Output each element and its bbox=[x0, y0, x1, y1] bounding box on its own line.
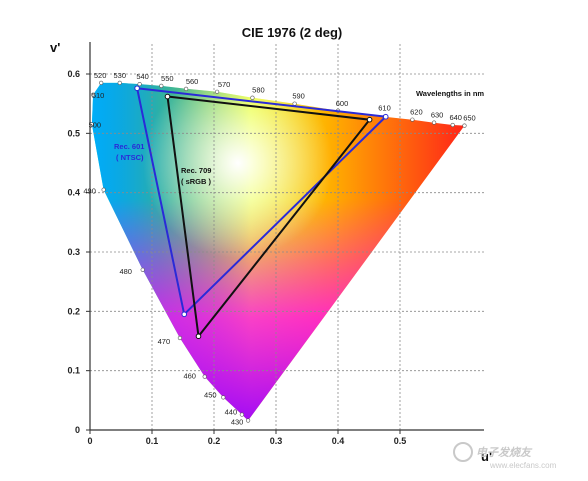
locus-point-580 bbox=[250, 95, 255, 100]
locus-point-450 bbox=[221, 395, 226, 400]
y-tick-label: 0 bbox=[75, 425, 80, 435]
gamut-fill bbox=[91, 82, 465, 421]
locus-point-520 bbox=[99, 80, 104, 85]
wavelength-label-590: 590 bbox=[292, 92, 305, 101]
locus-point-510 bbox=[90, 92, 96, 97]
rec601-label-line2: ( NTSC) bbox=[116, 153, 144, 162]
watermark-url: www.elecfans.com bbox=[489, 461, 557, 470]
locus-point-430 bbox=[246, 418, 251, 423]
primary-point bbox=[382, 113, 389, 120]
locus-point-560 bbox=[184, 86, 189, 91]
x-tick-label: 0 bbox=[87, 436, 92, 446]
locus-point-570 bbox=[215, 89, 220, 94]
wavelength-label-490: 490 bbox=[83, 187, 96, 196]
wavelength-label-600: 600 bbox=[336, 99, 349, 108]
axes: 0 0.1 0.2 0.3 0.4 0.5 0 0.1 0.2 0.3 0.4 0.5 0.6 bbox=[67, 42, 484, 446]
wavelengths-annotation: Wavelengths in nm bbox=[416, 89, 484, 98]
x-tick-label: 0.2 bbox=[208, 436, 221, 446]
locus-point-530 bbox=[117, 80, 122, 85]
x-tick-label: 0.1 bbox=[146, 436, 159, 446]
locus-point-640 bbox=[450, 122, 455, 128]
locus-point-490 bbox=[101, 187, 106, 192]
x-tick-label: 0.3 bbox=[270, 436, 283, 446]
x-tick-label: 0.4 bbox=[332, 436, 345, 446]
locus-point-590 bbox=[292, 101, 297, 106]
gamut-triangles bbox=[134, 85, 389, 340]
x-tick-label: 0.5 bbox=[394, 436, 407, 446]
wavelength-label-470: 470 bbox=[158, 337, 171, 346]
locus-point-550 bbox=[159, 83, 164, 88]
wavelength-label-620: 620 bbox=[410, 108, 423, 117]
y-tick-label: 0.1 bbox=[67, 366, 80, 376]
wavelength-label-440: 440 bbox=[225, 408, 238, 417]
rec709-label-line1: Rec. 709 bbox=[181, 166, 211, 175]
y-tick-label: 0.3 bbox=[67, 247, 80, 257]
y-tick-label: 0.6 bbox=[67, 69, 80, 79]
wavelength-label-480: 480 bbox=[119, 267, 132, 276]
wavelength-label-450: 450 bbox=[204, 390, 217, 399]
primary-point bbox=[366, 116, 373, 123]
locus-point-500 bbox=[89, 122, 94, 127]
y-tick-label: 0.4 bbox=[67, 188, 80, 198]
wavelength-label-610: 610 bbox=[378, 104, 391, 113]
locus-point-470 bbox=[177, 335, 182, 341]
wavelength-label-640: 640 bbox=[449, 113, 462, 122]
watermark-logo: 电子发烧友 www.elecfans.com bbox=[453, 442, 557, 470]
locus-point-480 bbox=[140, 267, 145, 272]
rec601-label-line1: Rec. 601 bbox=[114, 142, 144, 151]
wavelength-label-540: 540 bbox=[136, 72, 149, 81]
wavelength-label-500: 500 bbox=[89, 120, 102, 129]
locus-point-650 bbox=[462, 123, 467, 128]
wavelength-label-550: 550 bbox=[161, 74, 174, 83]
watermark-text: 电子发烧友 bbox=[476, 446, 533, 459]
locus-point-540 bbox=[137, 81, 142, 87]
locus-point-620 bbox=[410, 117, 415, 122]
locus-point-460 bbox=[202, 374, 207, 379]
primary-point bbox=[181, 311, 188, 318]
primary-point bbox=[134, 85, 140, 92]
wavelength-label-650: 650 bbox=[463, 114, 476, 123]
primary-point bbox=[195, 333, 202, 340]
wavelength-label-430: 430 bbox=[231, 418, 244, 427]
rec709-label-line2: ( sRGB ) bbox=[181, 177, 212, 186]
locus-point-630 bbox=[432, 120, 437, 125]
wavelength-label-510: 510 bbox=[92, 91, 105, 100]
wavelength-label-460: 460 bbox=[183, 372, 196, 381]
wavelength-label-530: 530 bbox=[114, 71, 127, 80]
y-tick-label: 0.5 bbox=[67, 128, 80, 138]
x-axis-label: u' bbox=[481, 449, 492, 464]
y-tick-label: 0.2 bbox=[67, 306, 80, 316]
wavelength-label-520: 520 bbox=[94, 71, 107, 80]
chart-title: CIE 1976 (2 deg) bbox=[242, 25, 342, 40]
primary-point bbox=[164, 93, 171, 100]
gamut-triangle-rec709 bbox=[166, 95, 372, 339]
wavelength-label-630: 630 bbox=[431, 111, 444, 120]
y-axis-label: v' bbox=[50, 40, 60, 55]
wavelength-label-570: 570 bbox=[218, 80, 231, 89]
gamut-triangle-rec601 bbox=[135, 87, 388, 317]
locus-point-440 bbox=[239, 412, 244, 417]
wavelength-label-560: 560 bbox=[186, 77, 199, 86]
wavelength-label-580: 580 bbox=[252, 86, 265, 95]
